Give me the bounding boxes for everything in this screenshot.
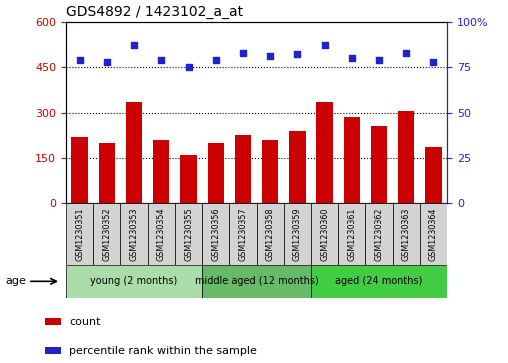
FancyBboxPatch shape <box>202 265 311 298</box>
Point <box>130 42 138 48</box>
Text: GSM1230354: GSM1230354 <box>157 207 166 261</box>
Text: GSM1230362: GSM1230362 <box>374 207 384 261</box>
Text: GSM1230351: GSM1230351 <box>75 207 84 261</box>
Text: GSM1230358: GSM1230358 <box>266 207 275 261</box>
Text: aged (24 months): aged (24 months) <box>335 276 423 286</box>
Text: age: age <box>5 276 26 286</box>
Bar <box>153 140 170 203</box>
Point <box>76 57 84 63</box>
FancyBboxPatch shape <box>311 265 447 298</box>
Text: GSM1230364: GSM1230364 <box>429 207 438 261</box>
FancyBboxPatch shape <box>66 203 93 265</box>
Text: GSM1230361: GSM1230361 <box>347 207 356 261</box>
FancyBboxPatch shape <box>229 203 257 265</box>
FancyBboxPatch shape <box>148 203 175 265</box>
Text: middle aged (12 months): middle aged (12 months) <box>195 276 319 286</box>
Point <box>293 52 301 57</box>
Point <box>375 57 383 63</box>
FancyBboxPatch shape <box>338 203 365 265</box>
Text: young (2 months): young (2 months) <box>90 276 178 286</box>
Point <box>266 53 274 59</box>
Text: GDS4892 / 1423102_a_at: GDS4892 / 1423102_a_at <box>66 5 243 19</box>
FancyBboxPatch shape <box>66 265 202 298</box>
Bar <box>180 155 197 203</box>
Text: GSM1230357: GSM1230357 <box>238 207 247 261</box>
FancyBboxPatch shape <box>202 203 229 265</box>
Text: GSM1230359: GSM1230359 <box>293 207 302 261</box>
Bar <box>235 135 251 203</box>
Bar <box>316 102 333 203</box>
Text: GSM1230356: GSM1230356 <box>211 207 220 261</box>
FancyBboxPatch shape <box>365 203 393 265</box>
Bar <box>126 102 142 203</box>
FancyBboxPatch shape <box>175 203 202 265</box>
FancyBboxPatch shape <box>420 203 447 265</box>
Bar <box>72 137 88 203</box>
Point <box>157 57 166 63</box>
Bar <box>99 143 115 203</box>
Text: count: count <box>69 317 101 327</box>
Bar <box>45 318 61 325</box>
Point <box>184 64 193 70</box>
FancyBboxPatch shape <box>284 203 311 265</box>
Bar <box>262 140 278 203</box>
Point <box>347 55 356 61</box>
Text: GSM1230360: GSM1230360 <box>320 207 329 261</box>
FancyBboxPatch shape <box>393 203 420 265</box>
Bar <box>289 131 305 203</box>
Bar <box>343 117 360 203</box>
Text: GSM1230363: GSM1230363 <box>402 207 411 261</box>
Text: GSM1230355: GSM1230355 <box>184 207 193 261</box>
Bar <box>371 126 387 203</box>
FancyBboxPatch shape <box>120 203 148 265</box>
Text: percentile rank within the sample: percentile rank within the sample <box>69 346 257 356</box>
FancyBboxPatch shape <box>93 203 120 265</box>
Bar <box>398 111 415 203</box>
Point <box>103 59 111 65</box>
Bar <box>45 347 61 354</box>
Point <box>402 50 410 56</box>
Text: GSM1230353: GSM1230353 <box>130 207 139 261</box>
Bar <box>208 143 224 203</box>
Point <box>212 57 220 63</box>
FancyBboxPatch shape <box>311 203 338 265</box>
Point <box>239 50 247 56</box>
Point <box>429 59 437 65</box>
Point <box>321 42 329 48</box>
Bar <box>425 147 441 203</box>
Text: GSM1230352: GSM1230352 <box>102 207 111 261</box>
FancyBboxPatch shape <box>257 203 284 265</box>
